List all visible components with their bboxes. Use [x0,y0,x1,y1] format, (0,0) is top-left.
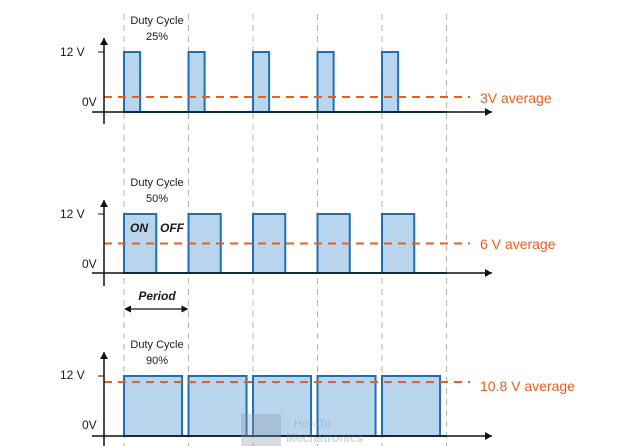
panel-3-duty-value: 90% [146,355,168,367]
panel-2-pulse-3 [252,213,287,274]
panel-3-pulse-5 [381,375,442,437]
panel-1-pulse-4 [316,51,335,113]
panel-3-pulse-2 [187,375,248,437]
period-label: Period [138,289,176,303]
panel-2-labels: Duty Cycle 50% 12 V 0V 6 V average ON OF… [60,177,556,303]
panel-1-high-label: 12 V [60,45,85,59]
panel-1-duty-title: Duty Cycle [130,15,183,27]
panel-2-duty-value: 50% [146,193,168,205]
panel-3-labels: Duty Cycle 90% 12 V 0V 10.8 V average [60,339,575,432]
watermark: How To Mechatronics [241,414,364,446]
panel-3-low-label: 0V [82,418,97,432]
panel-1-pulse-5 [381,51,400,113]
panel-2-high-label: 12 V [60,207,85,221]
panel-1-average-label: 3V average [480,90,552,106]
panel-3-waveform [92,352,492,446]
panel-1-y-axis-arrow [100,38,108,45]
watermark-line-2: Mechatronics [286,431,364,445]
period-arrow-left-head [124,305,131,313]
panel-1-waveform [92,38,492,124]
watermark-line-1: How To [294,418,330,430]
panel-3-duty-title: Duty Cycle [130,339,183,351]
panel-2-duty-title: Duty Cycle [130,177,183,189]
panel-1-duty-value: 25% [146,31,168,43]
panel-1-pulse-1 [123,51,142,113]
watermark-logo [241,414,281,446]
panel-2-y-axis-arrow [100,200,108,207]
off-label: OFF [160,221,185,235]
panels [92,38,492,446]
panel-3-average-label: 10.8 V average [480,378,575,394]
panel-2-x-axis-arrow [485,269,492,277]
panel-3-x-axis-arrow [485,432,492,440]
panel-1-x-axis-arrow [485,108,492,116]
on-label: ON [130,221,148,235]
panel-1-pulse-3 [252,51,271,113]
panel-2-average-label: 6 V average [480,236,556,252]
panel-1-pulse-2 [187,51,206,113]
panel-3-pulse-3 [252,375,313,437]
panel-3-pulse-1 [123,375,184,437]
panel-3-high-label: 12 V [60,368,85,382]
panel-1-labels: Duty Cycle 25% 12 V 0V 3V average [60,15,552,109]
period-arrow-right-head [181,305,189,313]
panel-2-low-label: 0V [82,257,97,271]
period-arrow [124,305,189,313]
panel-2-waveform [92,200,492,286]
panel-3-y-axis-arrow [100,352,108,359]
panel-1-low-label: 0V [82,95,97,109]
